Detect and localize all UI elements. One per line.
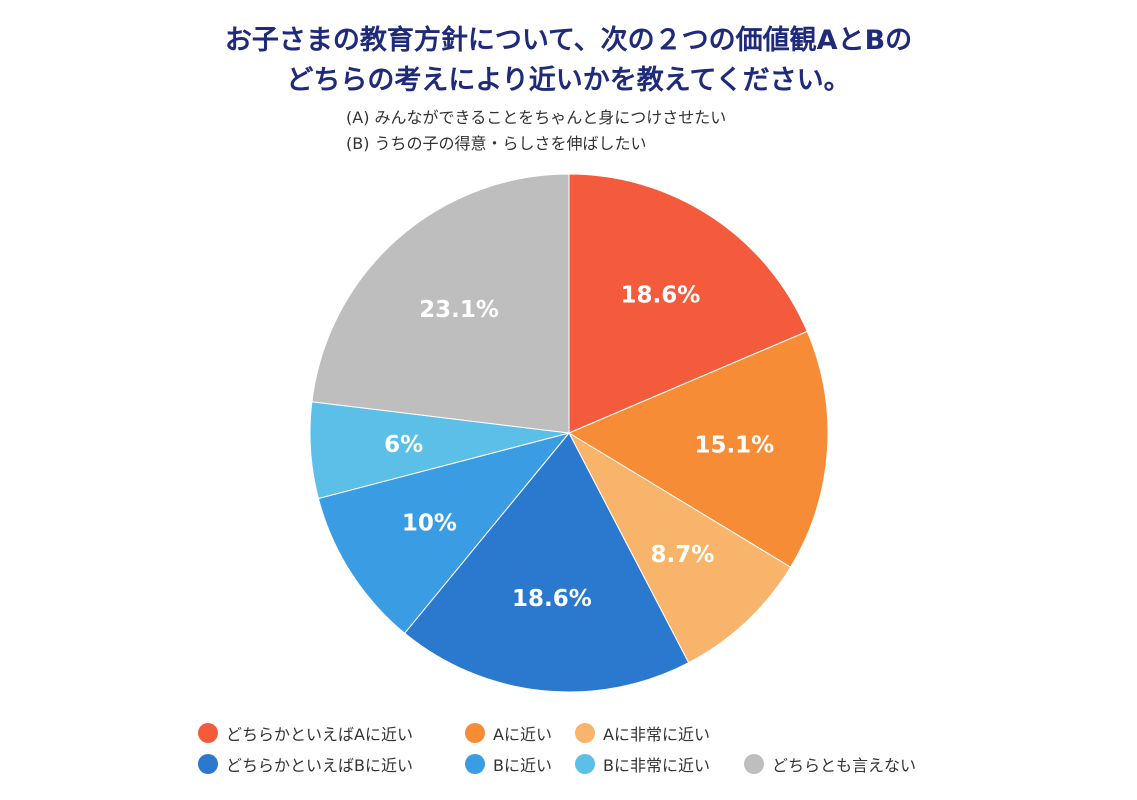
legend-item: Aに近い [465, 721, 552, 745]
subtitle-b: (B) うちの子の得意・らしさを伸ばしたい [346, 134, 647, 153]
legend-swatch [465, 723, 485, 743]
pie-slice [403, 432, 690, 693]
chart-title-line2: どちらの考えにより近いかを教えてください。 [286, 65, 851, 96]
pie-slice [317, 432, 571, 634]
pie-slice [567, 431, 792, 664]
data-label: 8.7% [650, 542, 714, 568]
legend-item: Bに非常に近い [575, 752, 710, 776]
legend-swatch [465, 754, 485, 774]
data-label: 23.1% [419, 297, 499, 323]
legend-label: どちらかといえばBに近い [226, 756, 413, 775]
legend-item: どちらかといえばAに近い [198, 721, 413, 745]
legend-label: Aに近い [493, 725, 552, 744]
pie-slice [567, 330, 829, 568]
data-label: 15.1% [694, 433, 774, 459]
legend-label: Aに非常に近い [603, 725, 710, 744]
data-label: 10% [402, 510, 457, 536]
data-label: 18.6% [620, 283, 700, 309]
legend-label: Bに非常に近い [603, 756, 710, 775]
legend-label: どちらとも言えない [772, 756, 917, 775]
legend-swatch [198, 754, 218, 774]
legend-swatch [575, 723, 595, 743]
data-label: 18.6% [512, 586, 592, 612]
legend-item: Aに非常に近い [575, 721, 710, 745]
legend-swatch [575, 754, 595, 774]
pie-slice [568, 173, 808, 434]
legend-swatch [198, 723, 218, 743]
legend-label: Bに近い [493, 756, 552, 775]
chart-title-line1: お子さまの教育方針について、次の２つの価値観AとBの [224, 25, 913, 56]
legend-item: Bに近い [465, 752, 552, 776]
pie-slice [311, 173, 570, 434]
legend-swatch [744, 754, 764, 774]
legend-label: どちらかといえばAに近い [226, 725, 413, 744]
legend-item: どちらかといえばBに近い [198, 752, 413, 776]
subtitle-a: (A) みんなができることをちゃんと身につけさせたい [346, 108, 727, 127]
legend-item: どちらとも言えない [744, 752, 916, 776]
data-label: 6% [384, 432, 423, 458]
